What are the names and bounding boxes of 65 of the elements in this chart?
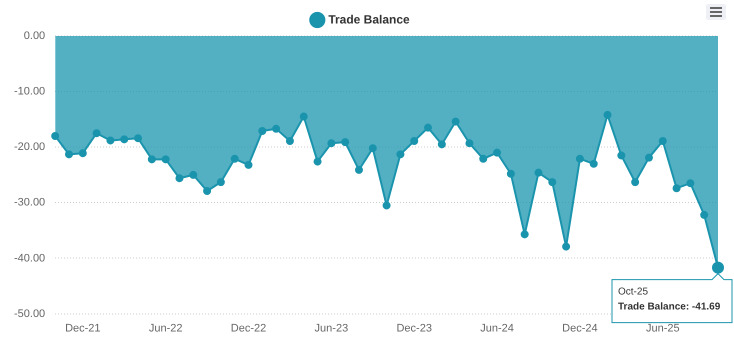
point	[493, 148, 502, 157]
point	[106, 136, 114, 144]
point	[368, 144, 377, 152]
x-tick-label: Dec-21	[65, 322, 101, 334]
point	[175, 174, 184, 182]
point	[410, 137, 418, 146]
point	[631, 178, 640, 186]
x-tick-label: Jun-23	[314, 322, 348, 334]
point	[162, 155, 170, 164]
point	[396, 150, 404, 158]
point	[244, 160, 253, 169]
x-tick-label: Dec-24	[562, 322, 598, 334]
point	[465, 139, 474, 148]
x-tick-label: Jun-24	[480, 322, 514, 334]
point	[203, 187, 212, 196]
point	[576, 154, 584, 163]
point	[189, 170, 198, 179]
point	[604, 110, 612, 119]
point	[534, 168, 542, 177]
point	[686, 179, 694, 188]
y-tick-label: -40.00	[14, 252, 46, 264]
x-tick-label: Jun-22	[148, 322, 182, 334]
point	[327, 139, 336, 148]
x-tick-label: Jun-25	[646, 322, 680, 334]
point	[51, 132, 60, 140]
point	[506, 170, 515, 178]
point	[617, 151, 626, 160]
y-tick-label: -30.00	[14, 196, 46, 209]
point	[216, 178, 225, 186]
point	[286, 137, 294, 146]
point	[644, 154, 653, 162]
y-tick-label: -50.00	[14, 308, 46, 320]
y-tick-label: -10.00	[14, 86, 46, 98]
point	[148, 155, 156, 164]
point	[92, 129, 101, 138]
point	[314, 158, 322, 166]
point	[120, 135, 128, 144]
annotation: Oct-25	[618, 286, 648, 298]
legend-label: Trade Balance	[328, 12, 410, 26]
point	[438, 140, 446, 148]
point	[65, 150, 73, 158]
point	[354, 166, 363, 174]
x-tick-label: Dec-22	[230, 322, 266, 334]
x-tick-label: Dec-23	[396, 322, 432, 334]
point	[300, 112, 308, 121]
point	[672, 184, 681, 192]
y-tick-label: 0.00	[24, 30, 46, 42]
point	[452, 118, 460, 126]
point	[341, 138, 350, 146]
point	[562, 242, 570, 251]
point	[258, 127, 266, 136]
point	[590, 160, 598, 168]
point	[134, 134, 142, 142]
point	[520, 230, 529, 238]
point	[548, 178, 556, 186]
point	[272, 124, 280, 133]
y-tick-label: -20.00	[14, 141, 46, 154]
annotation: Trade Balance: -41.69	[618, 301, 721, 312]
point	[424, 124, 432, 132]
point	[700, 210, 708, 219]
point	[230, 154, 239, 163]
point	[658, 137, 667, 146]
point	[382, 201, 391, 210]
point	[78, 149, 87, 158]
point	[479, 154, 488, 163]
